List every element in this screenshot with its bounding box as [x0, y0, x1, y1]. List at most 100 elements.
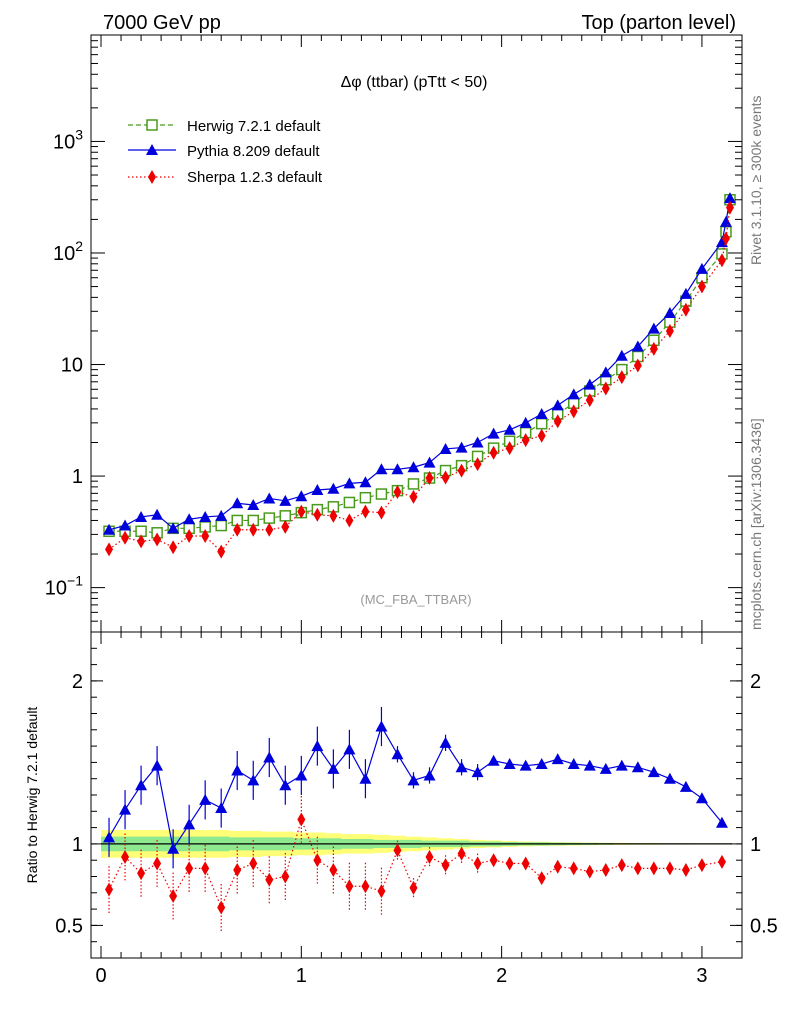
main-sherpa-point — [233, 522, 242, 537]
ratio-sherpa-point — [393, 843, 402, 858]
plot-title: Δφ (ttbar) (pTtt < 50) — [341, 74, 488, 91]
main-pythia-point — [199, 510, 212, 522]
main-pythia-point — [503, 423, 516, 435]
legend-entry-sherpa: Sherpa 1.2.3 default — [128, 169, 323, 186]
main-sherpa-point — [105, 542, 114, 557]
ratio-x-tick-label: 3 — [696, 965, 707, 987]
main-pythia-point — [487, 427, 500, 439]
header-left-title: 7000 GeV pp — [103, 12, 221, 34]
main-sherpa-point — [265, 522, 274, 537]
ratio-y-tick-label-right: 2 — [750, 671, 761, 693]
ratio-sherpa-point — [441, 858, 450, 873]
rivet-version-label: Rivet 3.1.10, ≥ 300k events — [748, 95, 764, 265]
ratio-sherpa-point — [297, 812, 306, 827]
legend-herwig-label: Herwig 7.2.1 default — [187, 118, 321, 135]
main-sherpa-line — [108, 207, 731, 553]
main-pythia-point — [103, 523, 116, 535]
ratio-sherpa-point — [537, 871, 546, 886]
ratio-sherpa-point — [265, 872, 274, 887]
main-sherpa-point — [329, 508, 338, 523]
ratio-pythia-point — [247, 774, 260, 786]
main-sherpa-point — [697, 279, 706, 294]
main-sherpa-point — [137, 534, 146, 549]
main-sherpa-point — [725, 200, 734, 215]
ratio-pythia-point — [183, 818, 196, 830]
ratio-pythia-point — [215, 802, 228, 814]
main-pythia-point — [247, 499, 260, 511]
main-sherpa-point — [185, 529, 194, 544]
ratio-sherpa-point — [521, 856, 530, 871]
ratio-sherpa-point — [153, 856, 162, 871]
legend-entry-herwig: Herwig 7.2.1 default — [128, 118, 321, 135]
ratio-sherpa-point — [617, 858, 626, 873]
legend-herwig-marker — [146, 119, 158, 131]
ratio-sherpa-point — [665, 861, 674, 876]
ratio-y-tick-label: 1 — [72, 834, 83, 856]
main-sherpa-point — [441, 470, 450, 485]
ratio-pythia-point — [295, 769, 308, 781]
main-sherpa-point — [313, 507, 322, 522]
main-herwig-point — [535, 417, 548, 430]
main-sherpa-point — [649, 341, 658, 356]
main-pythia-point — [679, 287, 692, 299]
ratio-sherpa-point — [105, 882, 114, 897]
main-pythia-point — [167, 522, 180, 534]
ratio-pythia-point — [535, 758, 548, 770]
main-pythia-point — [135, 510, 148, 522]
ratio-pythia-point — [167, 842, 180, 854]
ratio-pythia-point — [679, 780, 692, 792]
ratio-sherpa-point — [281, 869, 290, 884]
main-y-tick-label: 10−1 — [45, 573, 83, 600]
main-pythia-point — [263, 492, 276, 504]
ratio-sherpa-point — [377, 884, 386, 899]
main-sherpa-point — [717, 253, 726, 268]
main-pythia-point — [723, 192, 736, 204]
ratio-sherpa-point — [553, 859, 562, 874]
main-sherpa-point — [537, 428, 546, 443]
ratio-sherpa-point — [601, 862, 610, 877]
main-sherpa-point — [409, 489, 418, 504]
main-pythia-point — [343, 477, 356, 489]
ratio-x-tick-label: 2 — [496, 965, 507, 987]
ratio-x-tick-label: 1 — [296, 965, 307, 987]
main-sherpa-point — [633, 358, 642, 373]
ratio-pythia-point — [263, 751, 276, 763]
main-sherpa-point — [281, 519, 290, 534]
main-y-tick-label: 1 — [72, 466, 83, 488]
main-pythia-point — [551, 399, 564, 411]
ratio-y-tick-label-right: 1 — [750, 834, 761, 856]
main-pythia-point — [151, 508, 164, 520]
main-pythia-point — [215, 509, 228, 521]
ratio-pythia-point — [471, 766, 484, 778]
main-herwig-point — [407, 478, 420, 490]
ratio-pythia-point — [327, 762, 340, 774]
main-pythia-point — [423, 456, 436, 468]
ratio-sherpa-point — [345, 879, 354, 894]
ratio-sherpa-point — [717, 854, 726, 869]
main-sherpa-point — [569, 404, 578, 419]
main-pythia-point — [391, 463, 404, 475]
main-sherpa-point — [297, 504, 306, 519]
main-pythia-point — [519, 416, 532, 428]
ratio-sherpa-point — [489, 853, 498, 868]
ratio-pythia-point — [583, 759, 596, 771]
ratio-sherpa-point — [313, 853, 322, 868]
main-sherpa-point — [169, 540, 178, 555]
ratio-pythia-point — [151, 759, 164, 771]
main-pythia-point — [439, 442, 452, 454]
ratio-sherpa-point — [201, 861, 210, 876]
ratio-y-tick-label: 0.5 — [55, 915, 83, 937]
ratio-pythia-point — [599, 762, 612, 774]
main-sherpa-point — [473, 457, 482, 472]
ratio-pythia-point — [503, 758, 516, 770]
ratio-pythia-point — [391, 748, 404, 760]
ratio-pythia-point — [119, 803, 132, 815]
ratio-pythia-point — [487, 754, 500, 766]
ratio-sherpa-point — [633, 861, 642, 876]
legend-sherpa-marker — [148, 170, 156, 184]
main-sherpa-point — [361, 504, 370, 519]
main-herwig-point — [359, 491, 372, 504]
legend: Herwig 7.2.1 default Pythia 8.209 defaul… — [128, 118, 323, 186]
ratio-sherpa-point — [121, 849, 130, 864]
